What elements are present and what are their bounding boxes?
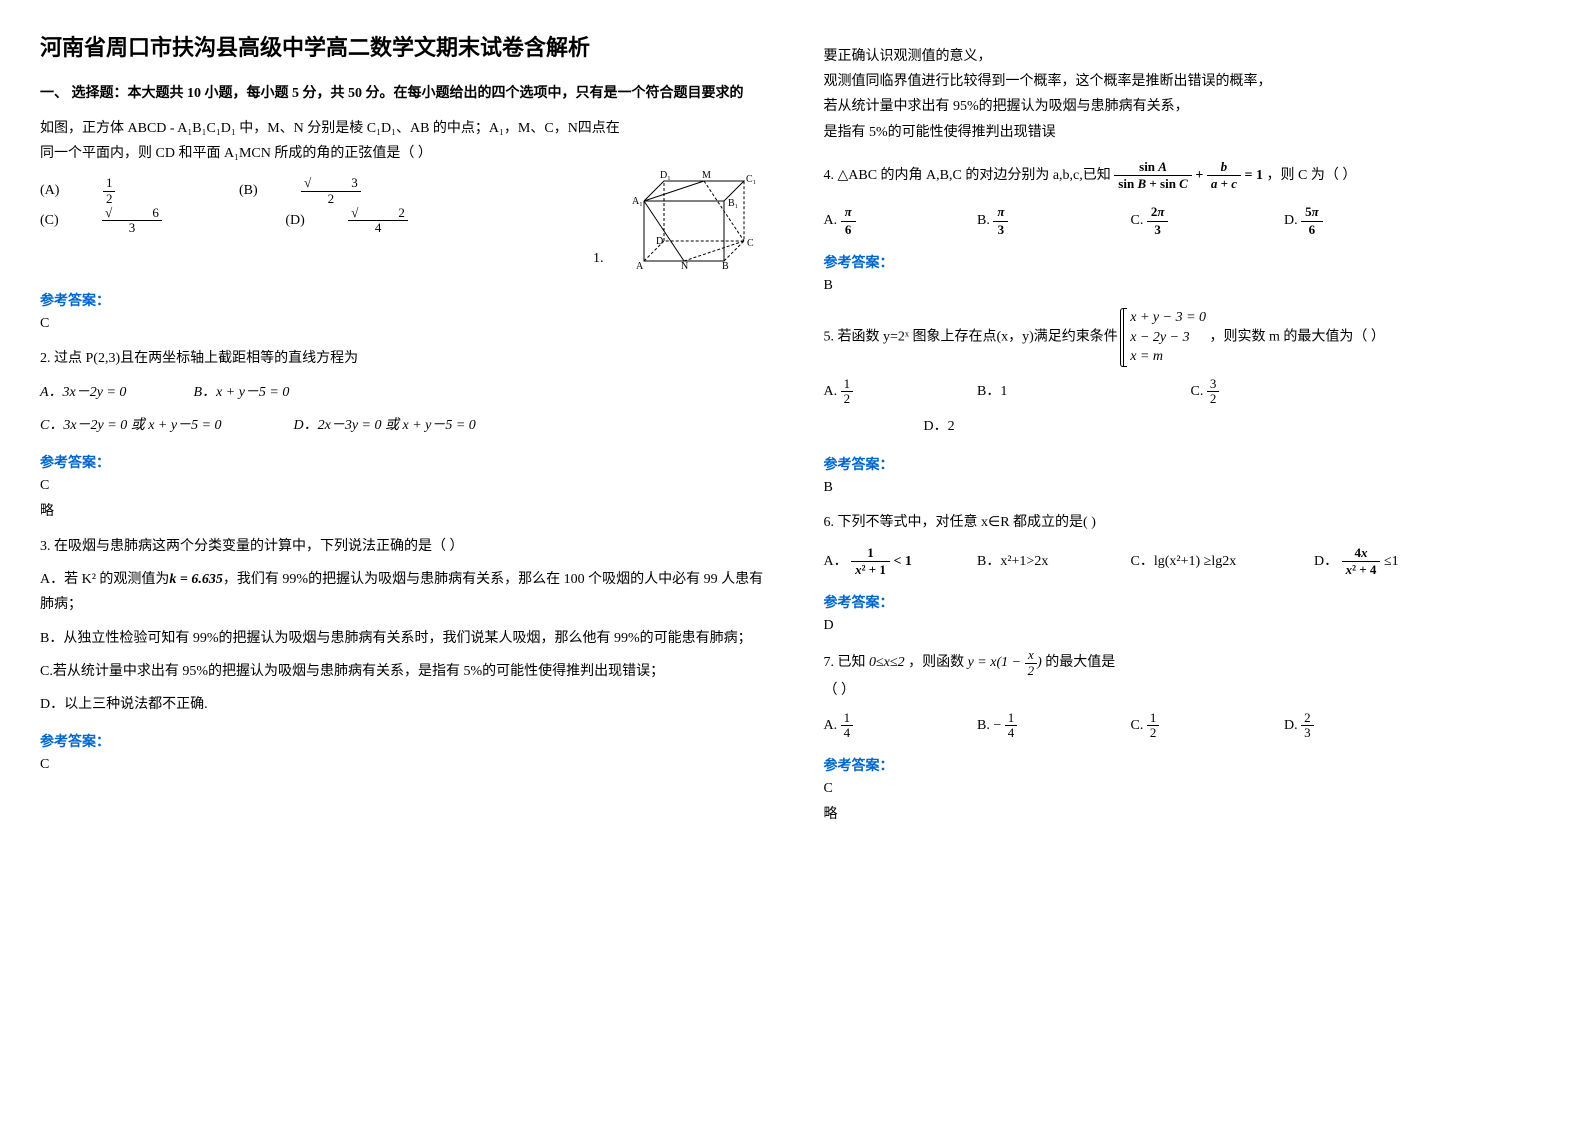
q2-optB: B．x + y－5 = 0: [194, 380, 314, 405]
q1-stem-a: 如图，正方体 ABCD - A₁B₁C₁D₁ 中，M、N 分别是棱 C₁D₁、A…: [40, 116, 764, 141]
q2-optD: D．2x－3y = 0 或 x + y－5 = 0: [294, 413, 476, 438]
q5-optB: B．1: [977, 379, 1157, 404]
explanation-block: 要正确认识观测值的意义， 观测值同临界值进行比较得到一个概率，这个概率是推断出错…: [824, 44, 1548, 145]
svg-text:A: A: [636, 261, 644, 272]
q3-optA-b: k = 6.635: [169, 572, 222, 587]
q5-optD: D．2: [924, 414, 1044, 439]
svg-text:B₁: B₁: [728, 198, 738, 209]
q4-stem-a: 4. △ABC 的内角 A,B,C 的对边分别为 a,b,c,已知: [824, 168, 1111, 183]
question-3: 3. 在吸烟与患肺病这两个分类变量的计算中，下列说法正确的是（ ） A．若 K²…: [40, 534, 764, 717]
question-2: 2. 过点 P(2,3)且在两坐标轴上截距相等的直线方程为 A．3x－2y = …: [40, 346, 764, 438]
question-5: 5. 若函数 y=2ˣ 图象上存在点(x，y)满足约束条件 x + y − 3 …: [824, 308, 1548, 440]
cube-diagram: D₁ M C₁ A₁ B₁ D C A N B: [624, 166, 764, 276]
question-6: 6. 下列不等式中，对任意 x∈R 都成立的是( ) A． 1x² + 1 < …: [824, 510, 1548, 579]
answer-label: 参考答案：: [824, 252, 1548, 272]
q3-optC: C.若从统计量中求出有 95%的把握认为吸烟与患肺病有关系，是指有 5%的可能性…: [40, 659, 764, 684]
svg-text:A₁: A₁: [632, 196, 643, 207]
q4-formula: sin A sin B + sin C: [1114, 159, 1192, 193]
question-7: 7. 已知 0≤x≤2 ，则函数 y = x(1 − x2) 的最大值是 （ ）…: [824, 648, 1548, 740]
q1-stem-b: 同一个平面内，则 CD 和平面 A₁MCN 所成的角的正弦值是（ ）: [40, 141, 764, 166]
q7-paren: （ ）: [824, 678, 1548, 703]
q4-answer: B: [824, 278, 1548, 294]
q2-stem: 2. 过点 P(2,3)且在两坐标轴上截距相等的直线方程为: [40, 346, 764, 371]
q4-formula-b: b a + c: [1207, 159, 1241, 193]
left-column: 河南省周口市扶沟县高级中学高二数学文期末试卷含解析 一、 选择题：本大题共 10…: [40, 30, 764, 829]
q3-optA-a: A．若 K² 的观测值为: [40, 572, 169, 587]
answer-label: 参考答案：: [40, 452, 764, 472]
q3-optD: D．以上三种说法都不正确.: [40, 692, 764, 717]
q5-stem-a: 5. 若函数 y=2ˣ 图象上存在点(x，y)满足约束条件: [824, 330, 1118, 345]
svg-text:B: B: [722, 261, 729, 272]
q4-stem-b: ，则 C 为（ ）: [1267, 168, 1357, 183]
q6-answer: D: [824, 618, 1548, 634]
answer-label: 参考答案：: [824, 755, 1548, 775]
q7-stem-a: 7. 已知: [824, 655, 870, 670]
svg-text:D: D: [656, 236, 663, 247]
q1-answer: C: [40, 316, 764, 332]
q1-number: 1.: [593, 246, 604, 271]
q7-formula: y = x(1 − x2): [968, 655, 1042, 670]
svg-text:M: M: [702, 170, 711, 181]
answer-label: 参考答案：: [824, 592, 1548, 612]
q7-note: 略: [824, 803, 1548, 823]
answer-label: 参考答案：: [824, 454, 1548, 474]
svg-text:D₁: D₁: [660, 170, 671, 181]
q7-stem-c: ，则函数: [908, 655, 964, 670]
right-column: 要正确认识观测值的意义， 观测值同临界值进行比较得到一个概率，这个概率是推断出错…: [824, 30, 1548, 829]
svg-text:C₁: C₁: [746, 174, 756, 185]
q3-answer: C: [40, 757, 764, 773]
q7-stem-b: 0≤x≤2: [869, 655, 905, 670]
q5-stem-b: ，则实数 m 的最大值为（ ）: [1210, 330, 1385, 345]
q7-answer: C: [824, 781, 1548, 797]
expl-l3: 若从统计量中求出有 95%的把握认为吸烟与患肺病有关系，: [824, 94, 1548, 119]
question-1: 如图，正方体 ABCD - A₁B₁C₁D₁ 中，M、N 分别是棱 C₁D₁、A…: [40, 116, 764, 276]
expl-l4: 是指有 5%的可能性使得推判出现错误: [824, 120, 1548, 145]
q2-note: 略: [40, 500, 764, 520]
svg-text:C: C: [747, 238, 754, 249]
expl-l1: 要正确认识观测值的意义，: [824, 44, 1548, 69]
q7-stem-d: 的最大值是: [1045, 655, 1115, 670]
answer-label: 参考答案：: [40, 290, 764, 310]
q3-optB: B．从独立性检验可知有 99%的把握认为吸烟与患肺病有关系时，我们说某人吸烟，那…: [40, 626, 764, 651]
q6-optB: B．x²+1>2x: [977, 549, 1097, 574]
q2-answer: C: [40, 478, 764, 494]
answer-label: 参考答案：: [40, 731, 764, 751]
q5-cases: x + y − 3 = 0 x − 2y − 3 x = m: [1123, 308, 1206, 367]
question-4: 4. △ABC 的内角 A,B,C 的对边分别为 a,b,c,已知 sin A …: [824, 159, 1548, 238]
section-heading: 一、 选择题：本大题共 10 小题，每小题 5 分，共 50 分。在每小题给出的…: [40, 82, 764, 102]
page-title: 河南省周口市扶沟县高级中学高二数学文期末试卷含解析: [40, 30, 764, 62]
expl-l2: 观测值同临界值进行比较得到一个概率，这个概率是推断出错误的概率，: [824, 69, 1548, 94]
q2-optC: C．3x－2y = 0 或 x + y－5 = 0: [40, 413, 260, 438]
svg-text:N: N: [681, 261, 688, 272]
q5-answer: B: [824, 480, 1548, 496]
q6-optC: C．lg(x²+1) ≥lg2x: [1131, 549, 1281, 574]
q2-optA: A．3x－2y = 0: [40, 380, 160, 405]
q6-stem: 6. 下列不等式中，对任意 x∈R 都成立的是( ): [824, 510, 1548, 535]
q3-stem: 3. 在吸烟与患肺病这两个分类变量的计算中，下列说法正确的是（ ）: [40, 534, 764, 559]
